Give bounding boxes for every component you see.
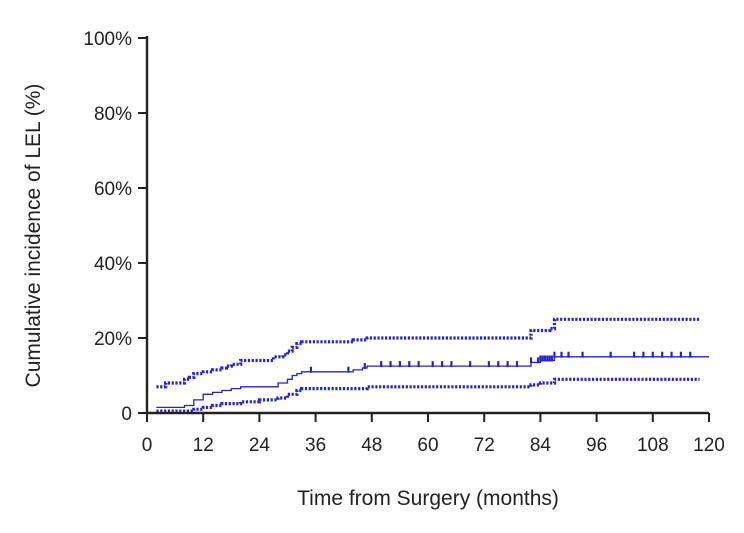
x-tick-label: 96 xyxy=(586,435,607,456)
censor-marks-layer xyxy=(309,351,692,373)
series-line-lower-95-ci xyxy=(156,377,700,413)
series-line-cumulative-incidence xyxy=(156,356,709,409)
x-axis-title: Time from Surgery (months) xyxy=(297,487,559,510)
x-tick-label: 108 xyxy=(637,435,669,456)
y-tick-label: 80% xyxy=(94,104,132,125)
series-line-upper-95-ci xyxy=(156,317,700,389)
curves-layer xyxy=(156,317,709,413)
y-tick-label: 20% xyxy=(94,329,132,350)
x-tick-label: 72 xyxy=(474,435,495,456)
x-tick-label: 120 xyxy=(693,435,725,456)
y-axis-title: Cumulative incidence of LEL (%) xyxy=(22,84,45,388)
ticks-layer: 0 12 24 36 48 60 72 84 96 108 120 0 20% 40% 60% 80% 100% xyxy=(83,29,724,456)
x-tick-label: 24 xyxy=(249,435,271,456)
x-tick-label: 48 xyxy=(361,435,382,456)
y-tick-label: 100% xyxy=(83,29,132,50)
y-tick-label: 40% xyxy=(94,254,132,275)
x-tick-label: 12 xyxy=(193,435,214,456)
y-tick-label: 60% xyxy=(94,179,132,200)
x-tick-label: 36 xyxy=(305,435,326,456)
y-tick-label: 0 xyxy=(121,404,132,425)
x-tick-label: 84 xyxy=(530,435,552,456)
x-tick-label: 60 xyxy=(417,435,438,456)
x-tick-label: 0 xyxy=(142,435,153,456)
